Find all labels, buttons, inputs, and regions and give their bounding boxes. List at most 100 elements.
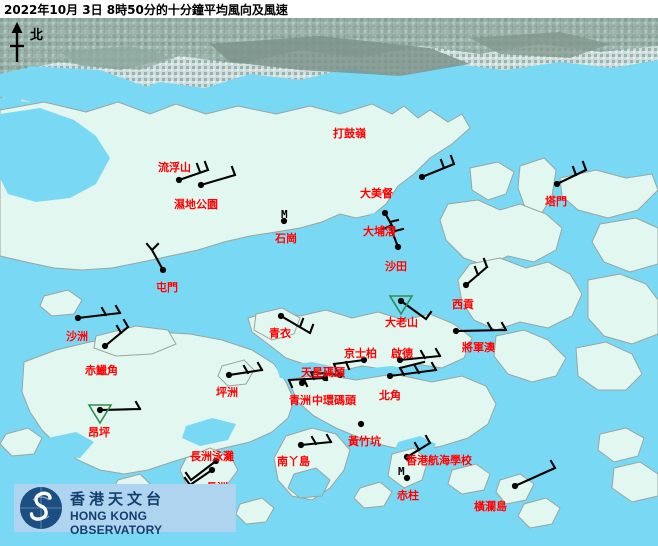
station-marker-layer	[74, 173, 561, 490]
wind-barb	[405, 434, 432, 459]
station-label[interactable]: 中環碼頭	[312, 394, 356, 407]
station-dot-marker	[360, 356, 368, 364]
station-m-marker: M	[281, 208, 288, 221]
elevated-station-triangle-marker	[87, 404, 113, 425]
basemap-svg	[0, 18, 658, 546]
north-arrow-icon	[10, 22, 24, 62]
station-label[interactable]: 沙田	[385, 260, 407, 273]
wind-barb	[513, 459, 557, 488]
station-dot-marker	[208, 466, 216, 474]
station-dot-marker	[394, 243, 402, 251]
station-dot-marker	[96, 406, 104, 414]
station-label[interactable]: 黃竹坑	[348, 435, 381, 448]
station-label[interactable]: 昂坪	[88, 426, 110, 439]
station-dot-marker	[336, 371, 344, 379]
station-label[interactable]: 大美督	[360, 187, 393, 200]
wind-barb	[287, 376, 327, 389]
elevated-station-triangle-marker	[388, 295, 414, 316]
station-dot-marker	[197, 181, 205, 189]
station-label[interactable]: 石崗	[275, 232, 297, 245]
station-m-marker: M	[398, 465, 405, 478]
mainland-china-terrain	[0, 18, 658, 114]
station-label[interactable]: 塔門	[545, 195, 567, 208]
station-label[interactable]: 赤鱲角	[85, 364, 118, 377]
wind-barb	[199, 165, 237, 187]
wind-barb	[383, 211, 405, 233]
station-label[interactable]: 西貢	[452, 298, 474, 311]
wind-barb	[454, 321, 508, 333]
station-label[interactable]: 大老山	[385, 316, 418, 329]
station-dot-marker	[321, 374, 329, 382]
station-label[interactable]: 京士柏	[344, 347, 377, 360]
station-dot-marker	[403, 453, 411, 461]
title-bar: 2022年10月 3日 8時50分的十分鐘平均風向及風速	[0, 0, 658, 18]
station-dot-marker	[452, 327, 460, 335]
hko-name-zh: 香港天文台	[70, 490, 166, 508]
station-label[interactable]: 沙洲	[66, 330, 88, 343]
station-label[interactable]: 北角	[379, 389, 401, 402]
station-label[interactable]: 打鼓嶺	[333, 127, 366, 140]
hko-logo: 香港天文台 HONG KONG OBSERVATORY	[14, 484, 236, 537]
station-label[interactable]: 橫瀾島	[474, 500, 507, 513]
wind-barb	[555, 160, 588, 186]
wind-barb	[388, 361, 438, 378]
observatory-s-icon	[20, 487, 62, 529]
station-dot-marker	[159, 266, 167, 274]
station-label[interactable]: 天星碼頭	[301, 366, 345, 379]
wind-barb	[183, 468, 214, 487]
hko-logo-mark	[20, 487, 62, 529]
wind-barb	[399, 299, 433, 321]
station-dot-marker	[357, 420, 365, 428]
station-label[interactable]: 坪洲	[216, 386, 238, 399]
station-dot-marker	[225, 371, 233, 379]
station-label[interactable]: 大埔滘	[363, 225, 396, 238]
station-dot-marker	[386, 372, 394, 380]
north-arrow: 北	[4, 20, 56, 66]
station-label[interactable]: 濕地公園	[174, 198, 218, 211]
station-dot-marker	[418, 173, 426, 181]
wind-barb	[464, 257, 489, 287]
wind-barb	[332, 358, 366, 373]
station-dot-marker	[298, 379, 306, 387]
station-label[interactable]: 青衣	[269, 327, 291, 340]
station-dot-marker	[74, 314, 82, 322]
station-label[interactable]: 屯門	[156, 281, 178, 294]
wind-barb	[299, 433, 333, 447]
wind-barb	[98, 400, 142, 412]
page-title: 2022年10月 3日 8時50分的十分鐘平均風向及風速	[4, 3, 288, 17]
north-label: 北	[30, 28, 44, 43]
station-dot-marker	[396, 356, 404, 364]
wind-barb	[381, 224, 400, 249]
station-dot-marker	[175, 176, 183, 184]
wind-barb	[145, 242, 165, 272]
station-label[interactable]: 將軍澳	[462, 341, 495, 354]
station-label[interactable]: 長洲泳灘	[190, 450, 234, 463]
wind-barb	[398, 347, 442, 362]
wind-barb	[103, 318, 130, 348]
station-dot-marker	[462, 281, 470, 289]
station-label[interactable]: 香港航海學校	[406, 454, 472, 467]
station-dot-marker	[553, 180, 561, 188]
wind-barb	[227, 361, 264, 377]
station-label[interactable]: 赤柱	[397, 489, 419, 502]
station-dot-marker	[511, 482, 519, 490]
station-dot-marker	[212, 457, 220, 465]
station-label[interactable]: 青洲	[289, 394, 311, 407]
station-dot-marker	[297, 441, 305, 449]
wind-barb	[398, 360, 426, 370]
wind-barb	[279, 314, 315, 335]
wind-barb	[76, 304, 122, 320]
station-dot-marker	[381, 209, 389, 217]
wind-barb	[420, 154, 456, 179]
hko-name-en: HONG KONG OBSERVATORY	[70, 509, 163, 537]
wind-barb	[184, 459, 218, 482]
wind-barb	[177, 160, 210, 182]
station-dot-marker	[397, 297, 405, 305]
station-label[interactable]: 南丫島	[277, 455, 310, 468]
station-dot-marker	[403, 474, 411, 482]
station-dot-marker	[101, 342, 109, 350]
station-label[interactable]: 流浮山	[158, 161, 191, 174]
wind-map-canvas: 北 打鼓嶺流浮山濕地公園 M 石崗 大美督塔門大埔滘沙田屯門西貢青衣 大老山將軍澳 沙洲赤…	[0, 18, 658, 546]
station-label[interactable]: 啟德	[391, 347, 413, 360]
northeast-islands	[439, 157, 658, 391]
